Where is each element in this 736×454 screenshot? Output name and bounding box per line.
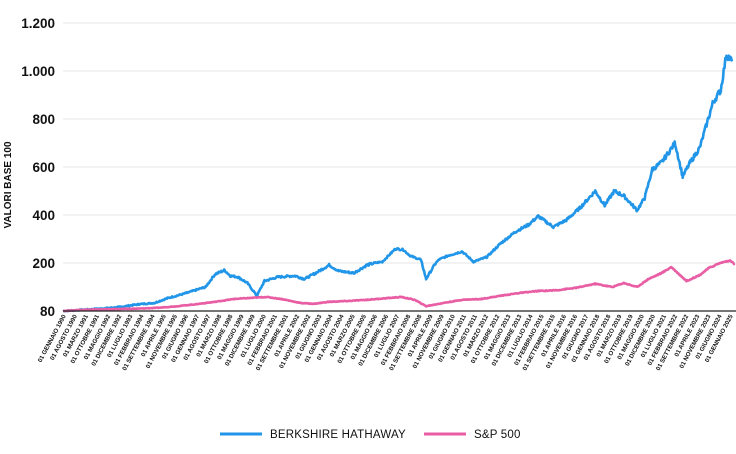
series-line-berkshire xyxy=(62,54,734,313)
legend-label-berkshire: BERKSHIRE HATHAWAY xyxy=(270,429,406,441)
y-tick-label: 400 xyxy=(32,208,55,223)
y-tick-label: 1.000 xyxy=(21,64,55,79)
y-tick-label: 200 xyxy=(32,256,55,271)
y-tick-label: 1.200 xyxy=(21,16,55,31)
legend-label-sp500: S&P 500 xyxy=(474,429,521,441)
series-line-sp500 xyxy=(62,259,736,313)
gridlines xyxy=(63,22,736,264)
series-lines xyxy=(62,54,736,313)
y-tick-label: 800 xyxy=(32,112,55,127)
y-axis-label: VALORI BASE 100 xyxy=(3,141,14,228)
y-tick-label: 80 xyxy=(40,304,55,319)
y-axis-ticks: 80 200 400 600 800 1.000 1.200 xyxy=(21,16,55,319)
legend: BERKSHIRE HATHAWAY S&P 500 xyxy=(220,429,521,441)
y-tick-label: 600 xyxy=(32,160,55,175)
